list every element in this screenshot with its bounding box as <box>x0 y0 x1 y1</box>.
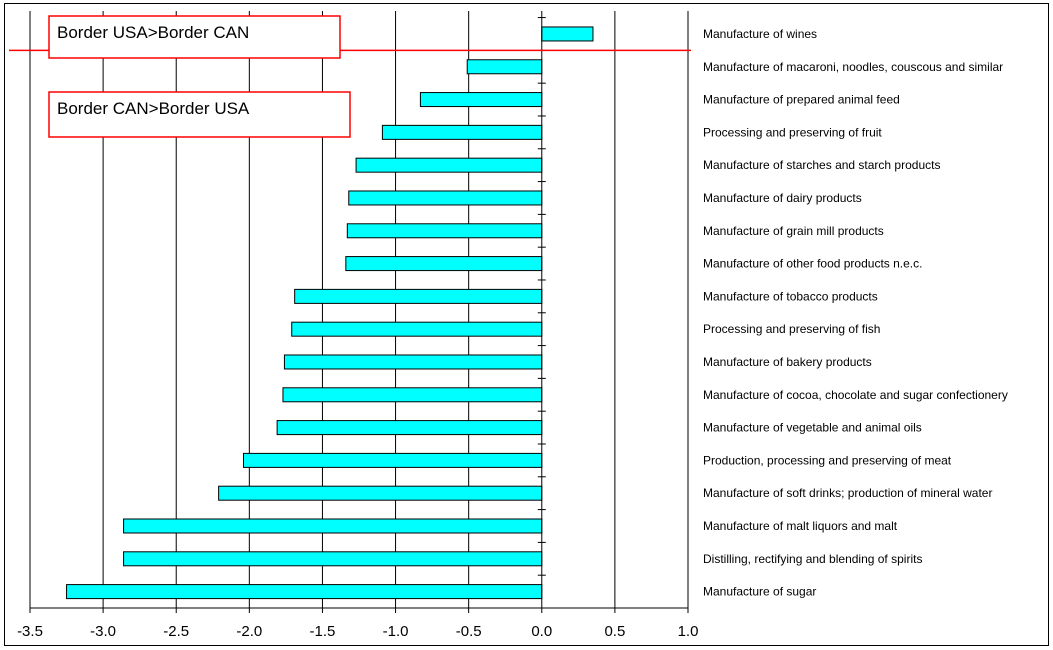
category-label: Manufacture of sugar <box>703 585 816 599</box>
x-tick-label: -0.5 <box>456 623 482 640</box>
category-label: Manufacture of prepared animal feed <box>703 93 900 107</box>
category-label: Manufacture of wines <box>703 27 817 41</box>
category-label: Processing and preserving of fruit <box>703 125 882 139</box>
x-tick-label: 1.0 <box>678 623 699 640</box>
category-label: Manufacture of cocoa, chocolate and suga… <box>703 388 1008 402</box>
bar <box>381 124 543 140</box>
category-label: Manufacture of malt liquors and malt <box>703 519 898 533</box>
x-tick-label: -2.5 <box>163 623 189 640</box>
x-tick-label: -1.0 <box>383 623 409 640</box>
bar <box>123 518 543 534</box>
bar <box>123 551 543 567</box>
bar <box>218 485 543 501</box>
category-label: Manufacture of bakery products <box>703 355 872 369</box>
bar <box>282 387 543 403</box>
bar <box>345 256 543 272</box>
annotation-can-gt-usa: Border CAN>Border USA <box>48 91 351 138</box>
category-label: Manufacture of soft drinks; production o… <box>703 486 992 500</box>
category-label: Processing and preserving of fish <box>703 322 880 336</box>
x-tick-label: -3.5 <box>17 623 43 640</box>
category-label: Manufacture of grain mill products <box>703 224 884 238</box>
bar <box>466 59 543 75</box>
annotation-box <box>48 15 341 59</box>
bar <box>294 288 543 304</box>
chart-frame: -3.5 -3.0 -2.5 -2.0 -1.5 -1.0 -0.5 0.0 0.5 1.0 Ma… <box>4 3 1049 646</box>
annotation-usa-gt-can: Border USA>Border CAN <box>48 15 341 59</box>
bar <box>283 354 543 370</box>
x-tick-label: -2.0 <box>236 623 262 640</box>
annotation-box <box>48 91 351 138</box>
category-label: Manufacture of other food products n.e.c… <box>703 257 922 271</box>
bar <box>66 584 543 600</box>
category-label: Manufacture of vegetable and animal oils <box>703 421 922 435</box>
bar <box>346 223 543 239</box>
bar <box>291 321 543 337</box>
x-tick-label: 0.5 <box>604 623 625 640</box>
annotation-text: Border CAN>Border USA <box>57 99 250 118</box>
bar <box>541 26 594 42</box>
bar <box>276 420 543 436</box>
category-label: Distilling, rectifying and blending of s… <box>703 552 922 566</box>
x-tick-label: -3.0 <box>90 623 116 640</box>
category-label: Production, processing and preserving of… <box>703 453 952 467</box>
x-tick-label: 0.0 <box>531 623 552 640</box>
category-label: Manufacture of tobacco products <box>703 289 878 303</box>
bar <box>348 190 543 206</box>
category-label: Manufacture of starches and starch produ… <box>703 158 940 172</box>
bar-chart: -3.5 -3.0 -2.5 -2.0 -1.5 -1.0 -0.5 0.0 0.5 1.0 Ma… <box>9 11 1008 640</box>
bar <box>419 92 543 108</box>
category-label: Manufacture of dairy products <box>703 191 862 205</box>
bar <box>242 452 543 468</box>
category-label: Manufacture of macaroni, noodles, cousco… <box>703 60 1003 74</box>
annotation-text: Border USA>Border CAN <box>57 23 249 42</box>
bar <box>355 157 543 173</box>
x-tick-label: -1.5 <box>310 623 336 640</box>
